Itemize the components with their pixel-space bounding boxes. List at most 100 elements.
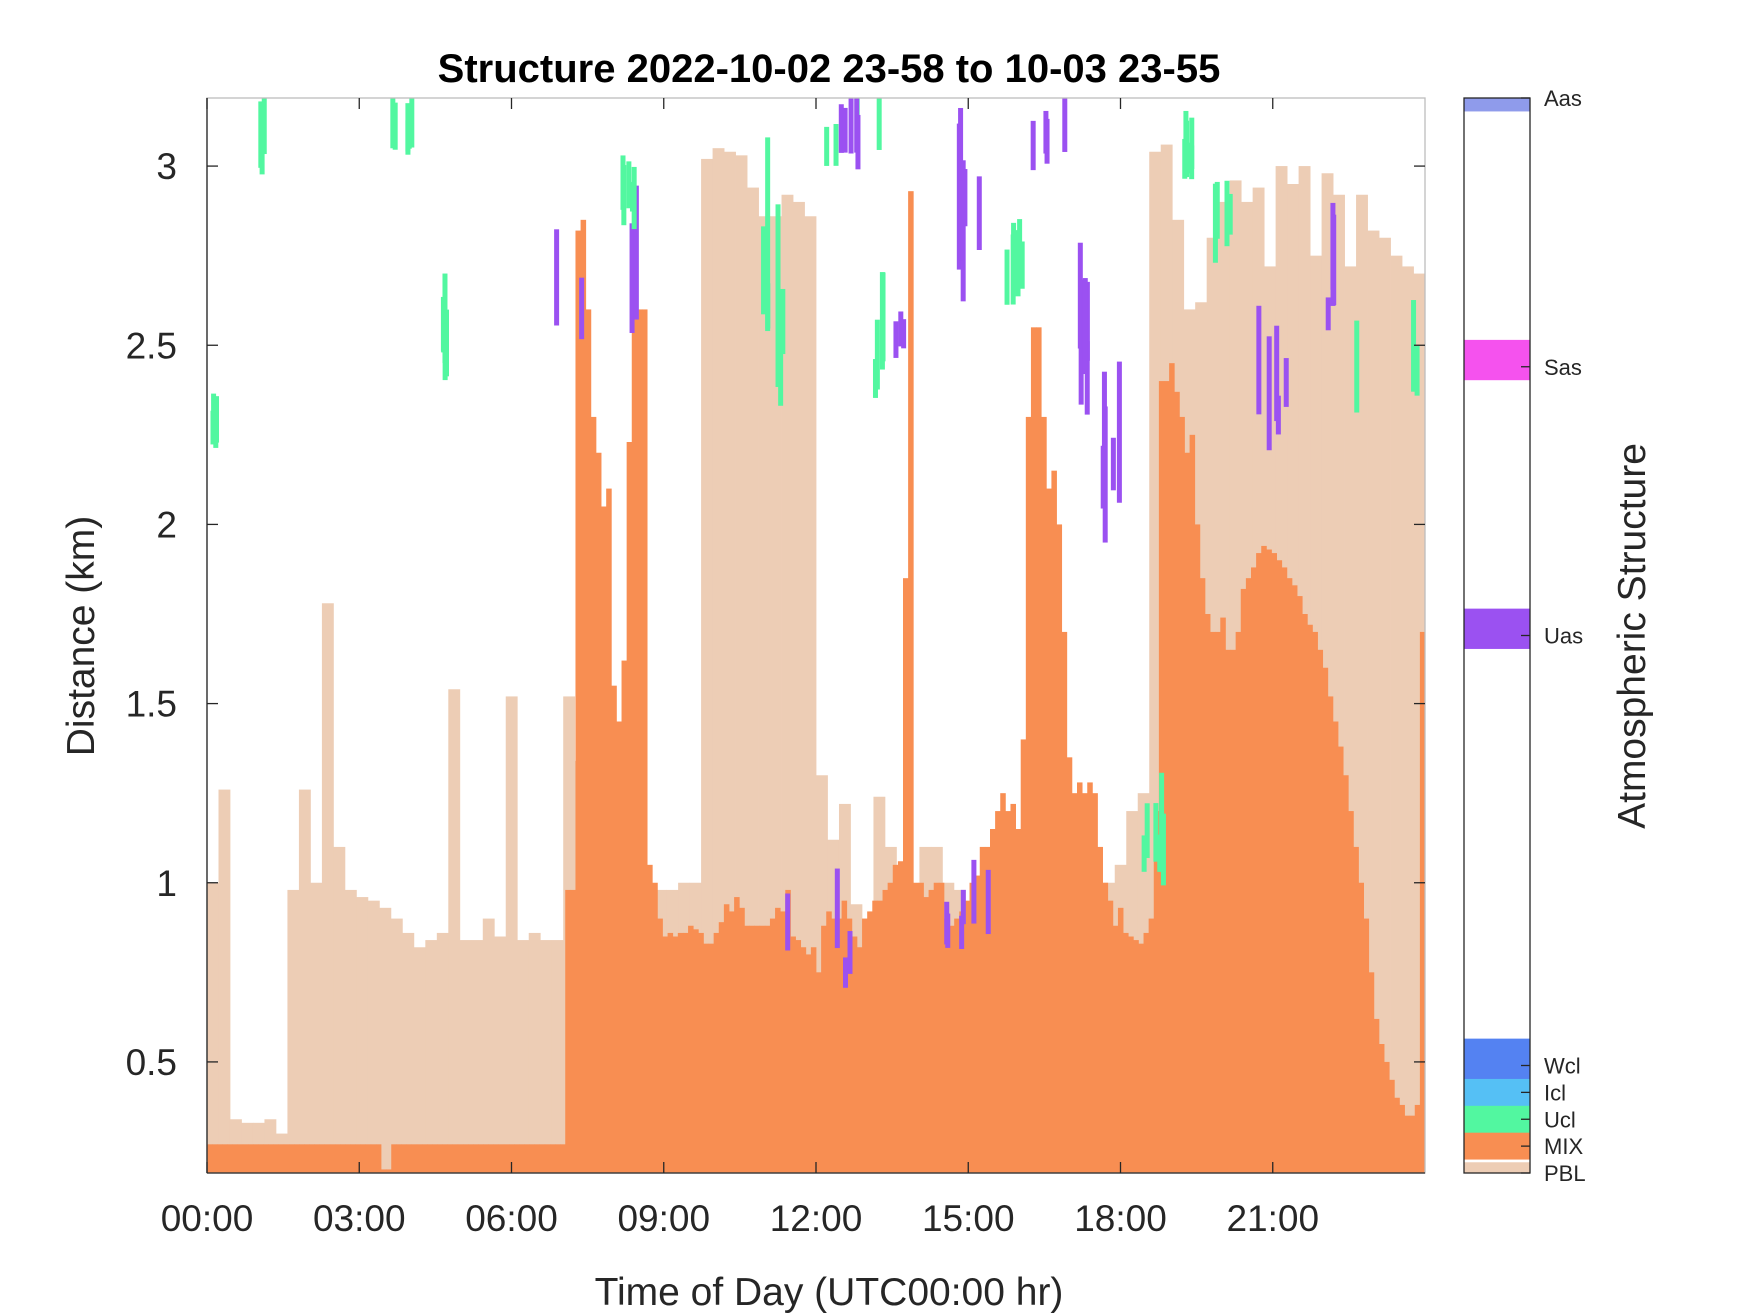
colorbar-swatch-sas xyxy=(1464,339,1530,381)
cloud-layer xyxy=(1160,813,1166,886)
mix-column xyxy=(969,882,976,1173)
mix-column xyxy=(1322,667,1329,1173)
mix-column xyxy=(1266,549,1272,1173)
mix-column xyxy=(688,925,694,1173)
mix-column xyxy=(734,897,740,1173)
cloud-layer xyxy=(879,272,885,370)
cloud-layer xyxy=(259,126,265,175)
mix-column xyxy=(1363,918,1370,1173)
cloud-layer xyxy=(874,319,880,390)
aerosol-layer xyxy=(1082,278,1088,375)
aerosol-layer xyxy=(847,931,853,974)
mix-column xyxy=(1399,1104,1405,1173)
x-axis-label: Time of Day (UTC00:00 hr) xyxy=(595,1271,1064,1313)
x-tick-label: 21:00 xyxy=(1226,1198,1319,1239)
pbl-column xyxy=(712,148,725,1173)
mix-column xyxy=(754,925,761,1173)
colorbar-tick-label: MIX xyxy=(1544,1134,1583,1159)
mix-column xyxy=(396,1144,402,1173)
mix-column xyxy=(242,1144,249,1173)
mix-column xyxy=(381,1169,387,1173)
mix-column xyxy=(1123,932,1129,1173)
pbl-column xyxy=(701,158,713,1174)
mix-column xyxy=(268,1144,274,1173)
mix-column xyxy=(1179,416,1185,1173)
y-tick-label: 0.5 xyxy=(126,1042,177,1083)
aerosol-layer xyxy=(1102,406,1108,543)
mix-column xyxy=(1102,882,1109,1173)
mix-column xyxy=(334,1144,341,1173)
mix-column xyxy=(1082,793,1088,1173)
aerosol-layer xyxy=(1283,358,1289,407)
mix-column xyxy=(555,1144,561,1173)
mix-column xyxy=(473,1144,479,1173)
mix-column xyxy=(1378,1044,1385,1173)
mix-column xyxy=(1419,631,1426,1173)
cloud-layer xyxy=(1144,803,1150,858)
mix-column xyxy=(1133,940,1139,1173)
aerosol-layer xyxy=(1030,120,1036,171)
mix-column xyxy=(949,925,955,1173)
mix-column xyxy=(606,488,612,1174)
mix-column xyxy=(309,1144,315,1173)
y-tick-label: 1 xyxy=(156,863,177,904)
mix-column xyxy=(677,932,684,1173)
mix-column xyxy=(1046,488,1052,1174)
chart-title: Structure 2022-10-02 23-58 to 10-03 23-5… xyxy=(438,47,1221,91)
mix-column xyxy=(862,918,868,1173)
mix-column xyxy=(1389,1079,1395,1173)
cloud-layer xyxy=(1189,145,1195,180)
pbl-column xyxy=(321,603,334,1173)
mix-column xyxy=(943,918,950,1173)
mix-column xyxy=(514,1144,520,1173)
mix-column xyxy=(498,1144,505,1173)
mix-column xyxy=(611,685,617,1173)
mix-column xyxy=(764,925,771,1173)
mix-column xyxy=(1010,803,1016,1173)
mix-column xyxy=(355,1144,361,1173)
mix-column xyxy=(416,1144,423,1173)
aerosol-layer xyxy=(1043,110,1049,154)
mix-column xyxy=(1302,614,1308,1173)
mix-column xyxy=(877,900,883,1173)
pbl-column xyxy=(356,897,369,1173)
mix-column xyxy=(370,1144,377,1173)
mix-column xyxy=(601,506,607,1173)
cloud-layer xyxy=(1183,110,1189,167)
mix-column xyxy=(263,1144,269,1173)
cloud-layer xyxy=(213,402,219,448)
mix-column xyxy=(790,936,796,1173)
pbl-column xyxy=(390,918,403,1173)
cloud-layer xyxy=(765,283,771,329)
aerosol-layer xyxy=(1062,98,1068,152)
y-tick-label: 3 xyxy=(156,146,177,187)
mix-column xyxy=(1373,1018,1380,1173)
mix-column xyxy=(1148,918,1155,1173)
mix-column xyxy=(657,918,663,1173)
mix-column xyxy=(913,882,919,1173)
mix-column xyxy=(1276,560,1283,1173)
mix-column xyxy=(1092,793,1098,1173)
aerosol-layer xyxy=(633,185,639,320)
cloud-layer xyxy=(1214,181,1220,239)
aerosol-layer xyxy=(1331,214,1337,306)
mix-column xyxy=(462,1144,469,1173)
mix-column xyxy=(575,230,581,1173)
mix-column xyxy=(867,911,873,1173)
pbl-column xyxy=(781,194,794,1173)
mix-column xyxy=(283,1144,290,1173)
pbl-column xyxy=(770,216,782,1173)
pbl-column xyxy=(1333,194,1345,1173)
mix-column xyxy=(319,1144,326,1173)
mix-column xyxy=(1353,846,1359,1173)
mix-column xyxy=(744,925,750,1173)
pbl-column xyxy=(402,932,415,1173)
mix-column xyxy=(636,309,643,1173)
aerosol-layer xyxy=(960,889,966,925)
mix-column xyxy=(1077,782,1083,1173)
pbl-column xyxy=(1413,273,1426,1174)
cloud-layer xyxy=(778,330,784,406)
mix-column xyxy=(1230,649,1237,1173)
mix-column xyxy=(534,1144,541,1173)
mix-column xyxy=(1210,631,1216,1173)
